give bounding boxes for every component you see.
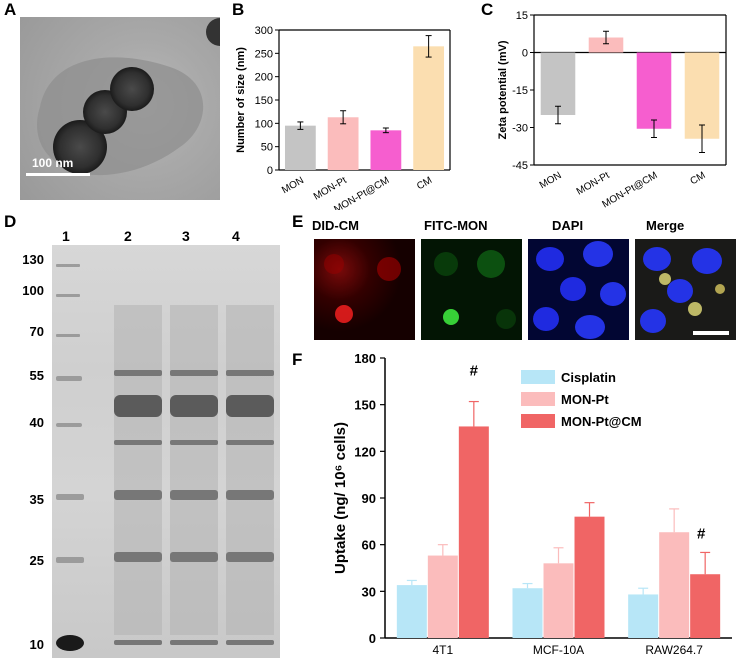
bar — [684, 52, 720, 139]
bar — [370, 130, 402, 170]
bar — [574, 516, 605, 638]
uptake-bar-chart: 0 30 60 90 120 150 180 4T1 MCF-10A RAW264.7 # # Upta… — [332, 351, 732, 657]
mw-label: 40 — [29, 415, 44, 430]
dapi-nuclei — [533, 241, 626, 339]
mw-label: 130 — [22, 252, 44, 267]
scale-bar — [26, 173, 90, 176]
channel-label: DAPI — [552, 218, 584, 233]
lane-label: 4 — [232, 228, 240, 244]
mw-label: 70 — [29, 324, 44, 339]
significance-annotation: # — [470, 363, 479, 380]
y-tick-label: 0 — [369, 631, 376, 646]
y-tick-label: 300 — [255, 25, 273, 37]
x-tick-label: 4T1 — [432, 643, 453, 657]
x-tick-label: MON — [538, 170, 564, 191]
y-tick-label: 50 — [261, 142, 273, 154]
y-tick-label: -30 — [512, 123, 528, 135]
bar — [588, 37, 624, 53]
mw-marker-labels: 130 100 70 55 40 35 25 10 — [0, 240, 48, 660]
merge-image — [635, 239, 736, 340]
bar — [540, 52, 576, 115]
tem-particles — [37, 18, 220, 176]
bar — [284, 125, 316, 170]
panel-letter-a: A — [4, 0, 17, 19]
scale-bar-label: 100 nm — [32, 156, 74, 170]
y-tick-label: -15 — [512, 85, 528, 97]
tem-micrograph: 100 nm — [20, 17, 220, 200]
bar — [427, 555, 458, 638]
bar — [327, 117, 359, 170]
significance-annotation: # — [697, 525, 706, 542]
y-tick-label: 200 — [255, 72, 273, 84]
panel-letter-e: E — [292, 212, 304, 231]
y-axis-label: Zeta potential (mV) — [497, 40, 509, 139]
channel-label: FITC-MON — [424, 218, 488, 233]
x-tick-label: MCF-10A — [533, 643, 584, 657]
y-tick-label: 100 — [255, 118, 273, 130]
channel-label: DID-CM — [312, 218, 359, 233]
y-tick-label: 60 — [362, 538, 376, 553]
x-tick-label: MON-Pt — [575, 170, 612, 198]
mw-label: 55 — [29, 368, 44, 383]
y-tick-label: 15 — [516, 10, 528, 22]
mw-label: 100 — [22, 283, 44, 298]
legend-swatch — [521, 414, 555, 428]
y-tick-label: 150 — [255, 95, 273, 107]
fluorescence-channel-labels: DID-CM FITC-MON DAPI Merge — [312, 218, 732, 236]
merge-scale-bar — [693, 331, 729, 335]
y-tick-label: 0 — [267, 165, 273, 177]
panel-letter-c: C — [481, 0, 494, 19]
dapi-image — [528, 239, 629, 340]
fitc-mon-image — [421, 239, 522, 340]
bar — [512, 588, 543, 638]
legend-label: MON-Pt@CM — [561, 414, 642, 429]
y-axis-label: Number of size (nm) — [235, 47, 247, 153]
bar — [636, 52, 672, 129]
y-tick-label: 30 — [362, 584, 376, 599]
y-tick-label: -45 — [512, 160, 528, 172]
y-axis-label: Uptake (ng/ 10⁶ cells) — [332, 422, 349, 574]
legend-swatch — [521, 392, 555, 406]
bar — [396, 585, 427, 638]
merge-overlay — [640, 247, 729, 335]
y-tick-label: 150 — [354, 398, 376, 413]
bar — [458, 426, 489, 638]
lane-label: 1 — [62, 228, 70, 244]
y-tick-label: 90 — [362, 491, 376, 506]
x-tick-label: CM — [415, 175, 434, 192]
panel-letter-d: D — [4, 212, 17, 231]
y-tick-label: 0 — [522, 48, 528, 60]
bar — [659, 532, 690, 638]
x-tick-label: MON — [280, 175, 306, 196]
lane-label: 2 — [124, 228, 132, 244]
y-tick-label: 180 — [354, 351, 376, 366]
fitc-mon-signal — [434, 250, 516, 329]
legend-swatch — [521, 370, 555, 384]
channel-label: Merge — [646, 218, 685, 233]
bar — [413, 46, 445, 171]
bar — [690, 574, 721, 638]
sds-page-gel — [52, 245, 280, 658]
gel-lane-labels: 1 2 3 4 — [60, 228, 290, 244]
legend-label: Cisplatin — [561, 370, 616, 385]
panel-letter-b: B — [232, 0, 245, 19]
did-cm-image — [314, 239, 415, 340]
mw-label: 10 — [29, 637, 44, 652]
mw-label: 35 — [29, 492, 44, 507]
did-cm-signal — [324, 254, 401, 323]
x-tick-label: RAW264.7 — [645, 643, 703, 657]
panel-letter-f: F — [292, 350, 303, 369]
x-tick-label: MON-Pt — [312, 175, 349, 203]
lane-label: 3 — [182, 228, 190, 244]
y-tick-label: 250 — [255, 48, 273, 60]
gel-bands — [56, 264, 274, 651]
y-tick-label: 120 — [354, 444, 376, 459]
mw-label: 25 — [29, 553, 44, 568]
x-tick-label: CM — [689, 170, 708, 187]
bar — [543, 563, 574, 638]
legend-label: MON-Pt — [561, 392, 609, 407]
bar — [628, 594, 659, 638]
